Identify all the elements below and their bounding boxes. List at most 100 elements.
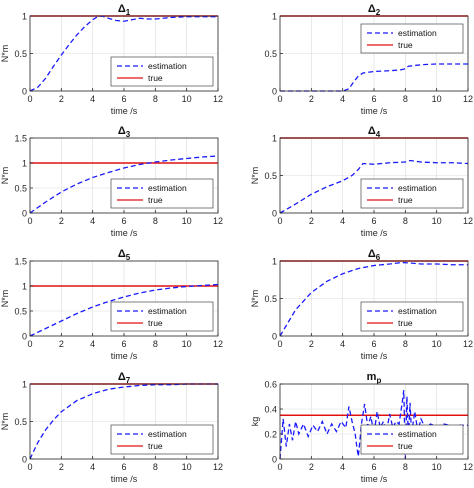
legend-label-estimation: estimation [398,429,437,439]
x-tick-label: 2 [59,462,64,472]
x-tick-label: 6 [121,462,126,472]
legend: estimation true [360,301,464,332]
x-tick-label: 4 [90,216,95,226]
subplot-title: Δ4 [368,125,381,139]
subplot-title-base: Δ [368,248,376,260]
legend-label-true: true [148,441,163,451]
subplot-title-base: Δ [118,371,126,383]
x-tick-label: 8 [153,216,158,226]
x-tick-label: 6 [121,339,126,349]
x-tick-label: 0 [27,94,32,104]
y-axis-label: N*m [0,413,10,431]
legend-box [360,424,464,455]
y-tick-label: 0.5 [264,49,277,59]
y-tick-label: 1 [272,257,277,267]
legend-box [360,178,464,209]
x-tick-label: 12 [213,94,223,104]
legend-label-estimation: estimation [148,61,187,71]
y-tick-label: 1.5 [14,134,27,144]
legend-label-true: true [398,195,413,205]
subplot-title: Δ2 [368,3,381,17]
y-tick-label: 1 [22,282,27,292]
series-line-estimation [29,155,219,214]
x-tick-label: 10 [432,216,442,226]
y-tick-label: 1 [22,380,27,390]
x-tick-label: 12 [463,339,473,349]
x-tick-label: 4 [90,339,95,349]
x-tick-label: 10 [432,339,442,349]
series-line-estimation [279,261,468,337]
subplot-title: Δ3 [118,125,131,139]
series-line-estimation [280,63,468,92]
legend: estimation true [110,301,214,332]
x-tick-label: 6 [371,462,376,472]
subplot-5: 0 2 4 6 8 10 12 0 0.5 1 1.5 Δ5 time /s N*m estimation t… [0,248,223,361]
y-tick-label: 1 [22,12,27,22]
series-line-estimation [279,390,468,460]
subplot-title-subscript: 3 [126,130,131,139]
x-axis-label: time /s [361,351,388,361]
subplot-3: 0 2 4 6 8 10 12 0 0.5 1 1.5 Δ3 time /s N*m estimation t… [0,125,223,238]
x-tick-label: 10 [182,94,192,104]
legend: estimation true [110,424,214,455]
legend-label-estimation: estimation [398,28,437,38]
y-tick-label: 0 [22,209,27,219]
x-tick-label: 12 [463,94,473,104]
y-tick-label: 0.2 [264,430,277,440]
x-tick-label: 8 [153,94,158,104]
series-line-estimation [29,283,219,337]
x-tick-label: 4 [340,462,345,472]
x-tick-label: 8 [153,339,158,349]
y-tick-label: 0.5 [14,417,27,427]
legend: estimation true [110,56,214,87]
subplot-title-subscript: 2 [376,8,381,17]
x-tick-label: 6 [121,216,126,226]
subplot-title: mp [367,371,382,385]
x-tick-label: 10 [182,339,192,349]
y-tick-label: 0.4 [264,405,277,415]
subplot-7: 0 2 4 6 8 10 12 0 0.5 1 Δ7 time /s N*m estimation true [0,371,223,484]
y-axis-label: N*m [250,167,260,185]
legend-label-true: true [398,441,413,451]
x-tick-label: 10 [432,462,442,472]
subplot-title-base: Δ [368,125,376,137]
x-tick-label: 8 [403,339,408,349]
subplot-title-subscript: 7 [126,376,131,385]
y-tick-label: 0 [22,87,27,97]
x-tick-label: 0 [277,339,282,349]
y-axis-label: N*m [0,167,10,185]
x-tick-label: 0 [277,94,282,104]
legend-label-estimation: estimation [148,306,187,316]
subplot-title-base: m [367,371,377,383]
y-tick-label: 1 [272,12,277,22]
legend-label-true: true [398,318,413,328]
y-tick-label: 1 [22,159,27,169]
x-tick-label: 0 [277,462,282,472]
x-tick-label: 0 [27,462,32,472]
legend-label-estimation: estimation [148,429,187,439]
x-tick-label: 12 [463,216,473,226]
x-tick-label: 8 [403,94,408,104]
subplot-title-subscript: 4 [376,130,381,139]
x-axis-label: time /s [361,228,388,238]
x-tick-label: 4 [90,462,95,472]
y-axis-label: N*m [0,290,10,308]
y-tick-label: 0.5 [264,294,277,304]
x-tick-label: 4 [340,216,345,226]
x-tick-label: 8 [403,216,408,226]
x-axis-label: time /s [361,474,388,484]
legend: estimation true [360,424,464,455]
y-axis-label: N*m [250,290,260,308]
legend: estimation true [110,178,214,209]
x-tick-label: 2 [309,94,314,104]
x-tick-label: 8 [403,462,408,472]
legend-label-true: true [148,73,163,83]
y-tick-label: 1.5 [14,257,27,267]
x-tick-label: 6 [371,94,376,104]
subplot-title: Δ6 [368,248,381,262]
x-tick-label: 0 [27,216,32,226]
